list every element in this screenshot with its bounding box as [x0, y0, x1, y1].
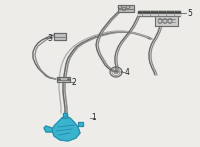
Text: 4: 4 — [125, 67, 130, 76]
Polygon shape — [118, 5, 134, 12]
Polygon shape — [138, 11, 180, 13]
Polygon shape — [54, 33, 66, 40]
Text: 3: 3 — [47, 34, 52, 42]
Polygon shape — [78, 122, 83, 126]
Polygon shape — [52, 116, 80, 141]
Text: 1: 1 — [91, 113, 96, 122]
Text: 5: 5 — [187, 9, 192, 17]
Polygon shape — [138, 11, 180, 16]
Polygon shape — [57, 77, 70, 82]
Polygon shape — [155, 16, 178, 26]
Polygon shape — [138, 14, 180, 16]
Text: 2: 2 — [71, 77, 76, 86]
Polygon shape — [63, 113, 67, 118]
Polygon shape — [44, 126, 52, 132]
